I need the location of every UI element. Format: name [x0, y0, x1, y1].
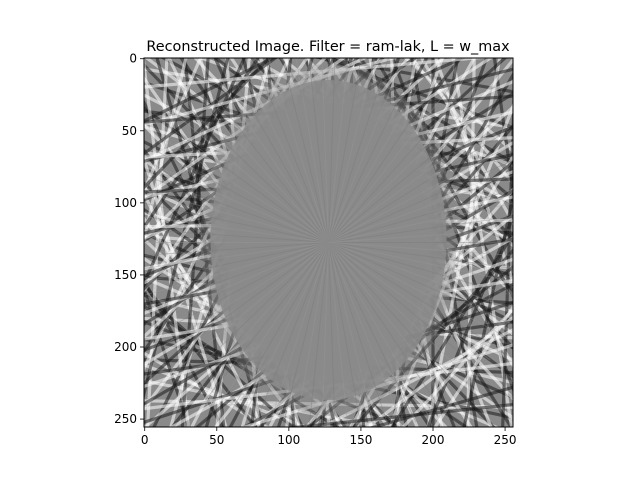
x-tick-label: 200: [422, 433, 445, 447]
x-tick-label: 250: [494, 433, 517, 447]
y-axis: 0 50 100 150 200 250: [114, 52, 144, 426]
x-axis: 0 50 100 150 200 250: [141, 427, 517, 447]
x-tick-label: 0: [141, 433, 149, 447]
y-tick-label: 150: [114, 268, 137, 282]
x-tick-label: 50: [209, 433, 224, 447]
x-tick-label: 150: [349, 433, 372, 447]
plot-frame: [143, 57, 514, 428]
y-tick-label: 100: [114, 196, 137, 210]
y-tick-label: 250: [114, 412, 137, 426]
y-tick-label: 0: [129, 52, 137, 66]
y-tick-label: 50: [122, 124, 137, 138]
y-tick-label: 200: [114, 340, 137, 354]
x-tick-label: 100: [277, 433, 300, 447]
chart-title: Reconstructed Image. Filter = ram-lak, L…: [146, 39, 510, 55]
